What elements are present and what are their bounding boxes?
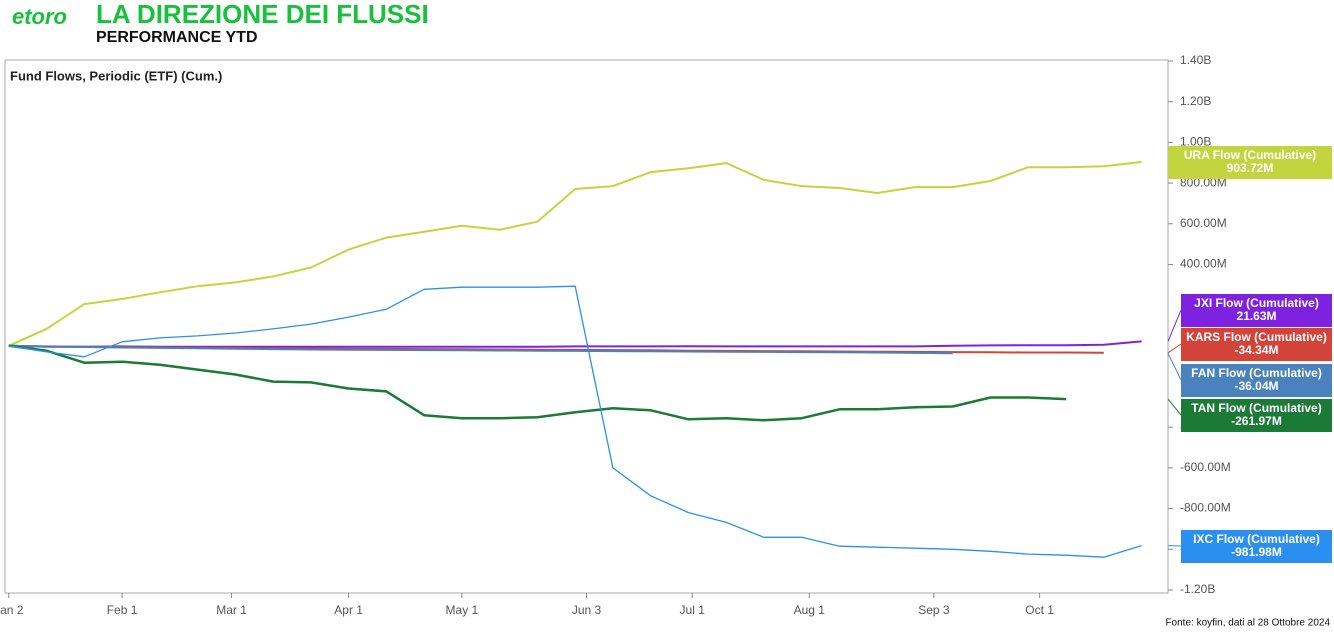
legend-label: FAN Flow (Cumulative) — [1191, 366, 1322, 380]
value-label: 21.63M — [1236, 309, 1276, 323]
legend-label: KARS Flow (Cumulative) — [1186, 330, 1327, 344]
x-tick-label: Feb 1 — [107, 603, 138, 617]
y-tick-label: -800.00M — [1180, 501, 1231, 515]
x-tick-label: Sep 3 — [918, 603, 950, 617]
chart-title: Fund Flows, Periodic (ETF) (Cum.) — [10, 68, 222, 83]
flow-label-box — [1181, 328, 1332, 361]
y-tick-label: 600.00M — [1180, 216, 1227, 230]
x-tick-label: Jan 2 — [0, 603, 24, 617]
legend-label: IXC Flow (Cumulative) — [1193, 532, 1320, 546]
label-connector — [1167, 398, 1182, 416]
legend-label: URA Flow (Cumulative) — [1184, 148, 1316, 162]
label-connector — [1167, 343, 1182, 354]
value-label: -981.98M — [1231, 545, 1282, 559]
y-tick-label: -600.00M — [1180, 460, 1231, 474]
flow-label-box — [1168, 146, 1332, 179]
value-label: -261.97M — [1231, 414, 1282, 428]
value-label: -34.34M — [1234, 343, 1278, 357]
value-label: 903.72M — [1227, 161, 1274, 175]
series-line — [8, 161, 1142, 347]
y-tick-label: 1.40B — [1180, 53, 1211, 67]
label-connector — [1167, 309, 1182, 342]
plot-frame — [4, 59, 1169, 594]
x-tick-label: Jul 1 — [680, 603, 706, 617]
series-line — [8, 344, 953, 355]
source-note: Fonte: koyfin, dati al 28 Ottobre 2024 — [1165, 618, 1330, 629]
x-tick-label: May 1 — [446, 603, 479, 617]
flow-label-box — [1181, 530, 1332, 563]
flow-label-box — [1181, 364, 1332, 397]
logo: etoro — [12, 4, 67, 29]
x-tick-label: Oct 1 — [1025, 603, 1054, 617]
x-tick-label: Mar 1 — [216, 603, 247, 617]
x-tick-label: Aug 1 — [794, 603, 826, 617]
flow-label-box — [1181, 294, 1332, 327]
value-label: -36.04M — [1234, 379, 1278, 393]
x-tick-label: Apr 1 — [334, 603, 363, 617]
series-line — [8, 340, 1142, 348]
y-tick-label: 1.00B — [1180, 135, 1211, 149]
y-tick-label: -1.20B — [1180, 582, 1215, 596]
x-tick-label: Jun 3 — [572, 603, 602, 617]
label-connector — [1167, 352, 1182, 381]
series-line — [8, 285, 1142, 558]
series-line — [8, 344, 1067, 422]
page-title: LA DIREZIONE DEI FLUSSI — [96, 0, 429, 29]
page-subtitle: PERFORMANCE YTD — [96, 29, 258, 46]
flow-label-box — [1181, 399, 1332, 432]
legend-label: TAN Flow (Cumulative) — [1191, 401, 1321, 415]
y-tick-label: 1.20B — [1180, 94, 1211, 108]
y-tick-label: 400.00M — [1180, 257, 1227, 271]
legend-label: JXI Flow (Cumulative) — [1194, 296, 1319, 310]
